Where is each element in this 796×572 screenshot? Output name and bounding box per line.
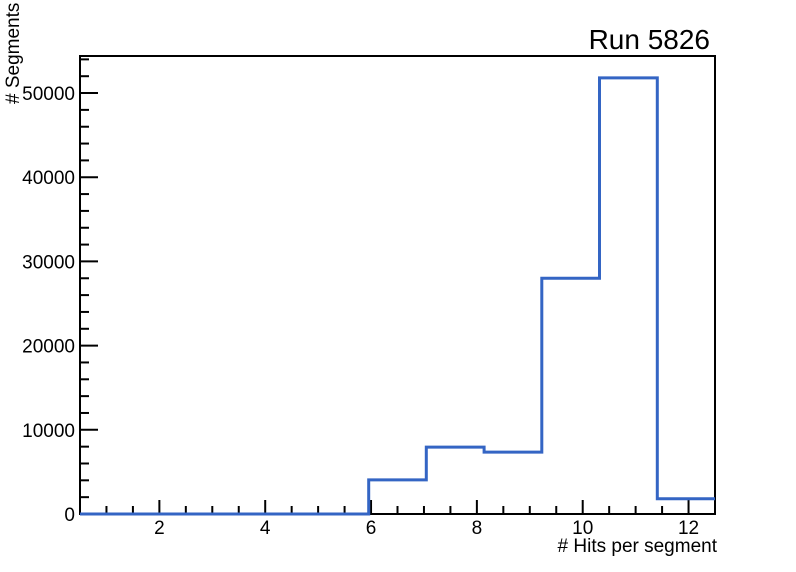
y-axis-title: # Segments bbox=[3, 2, 24, 104]
y-tick-label: 30000 bbox=[22, 252, 75, 273]
y-tick-label: 10000 bbox=[22, 421, 75, 442]
y-tick-label: 20000 bbox=[22, 337, 75, 358]
y-tick-label: 0 bbox=[64, 505, 75, 526]
x-tick-label: 8 bbox=[472, 518, 483, 539]
chart-title: Run 5826 bbox=[588, 24, 710, 55]
x-tick-label: 6 bbox=[366, 518, 377, 539]
x-axis-title: # Hits per segment bbox=[557, 536, 717, 557]
y-tick-label: 50000 bbox=[22, 84, 75, 105]
histogram-line bbox=[80, 76, 715, 516]
x-tick-label: 4 bbox=[260, 518, 271, 539]
x-tick-label: 12 bbox=[678, 518, 699, 539]
x-tick-label: 2 bbox=[154, 518, 165, 539]
x-tick-label: 10 bbox=[572, 518, 593, 539]
y-tick-label: 40000 bbox=[22, 168, 75, 189]
plot-frame bbox=[79, 55, 716, 515]
